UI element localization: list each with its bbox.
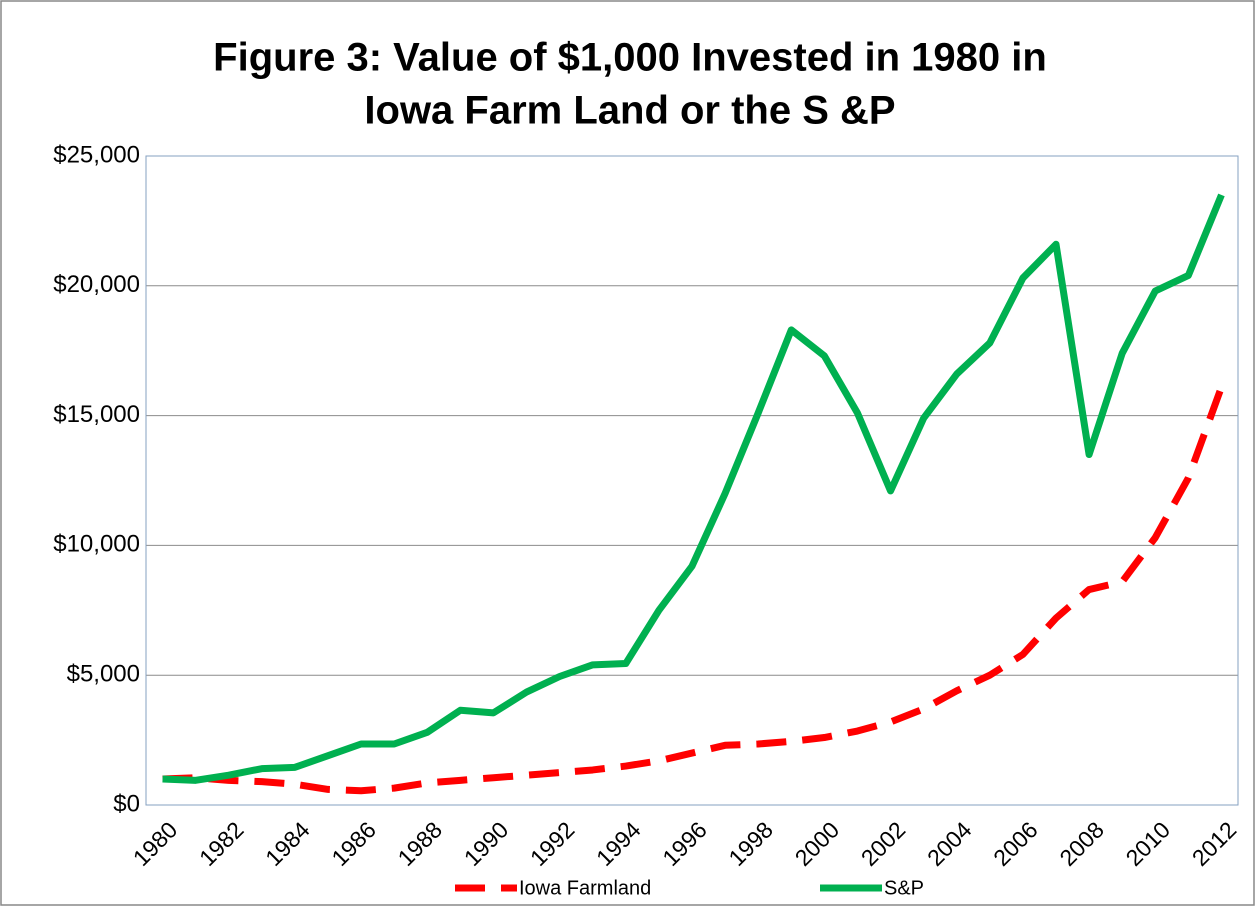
y-tick-label: $15,000: [53, 401, 140, 428]
y-tick-label: $10,000: [53, 531, 140, 558]
y-tick-label: $0: [113, 790, 140, 817]
y-tick-label: $20,000: [53, 271, 140, 298]
series-line: [162, 385, 1225, 795]
y-tick-label: $5,000: [67, 661, 140, 688]
plot-area: [145, 155, 1239, 806]
legend-label: S&P: [884, 877, 924, 899]
y-tick-label: $25,000: [53, 141, 140, 168]
chart-title: Iowa Farm Land or the S &P: [364, 89, 895, 133]
chart-title: Figure 3: Value of $1,000 Invested in 19…: [213, 36, 1047, 80]
series-line: [162, 193, 1225, 784]
legend-label: Iowa Farmland: [519, 877, 651, 899]
